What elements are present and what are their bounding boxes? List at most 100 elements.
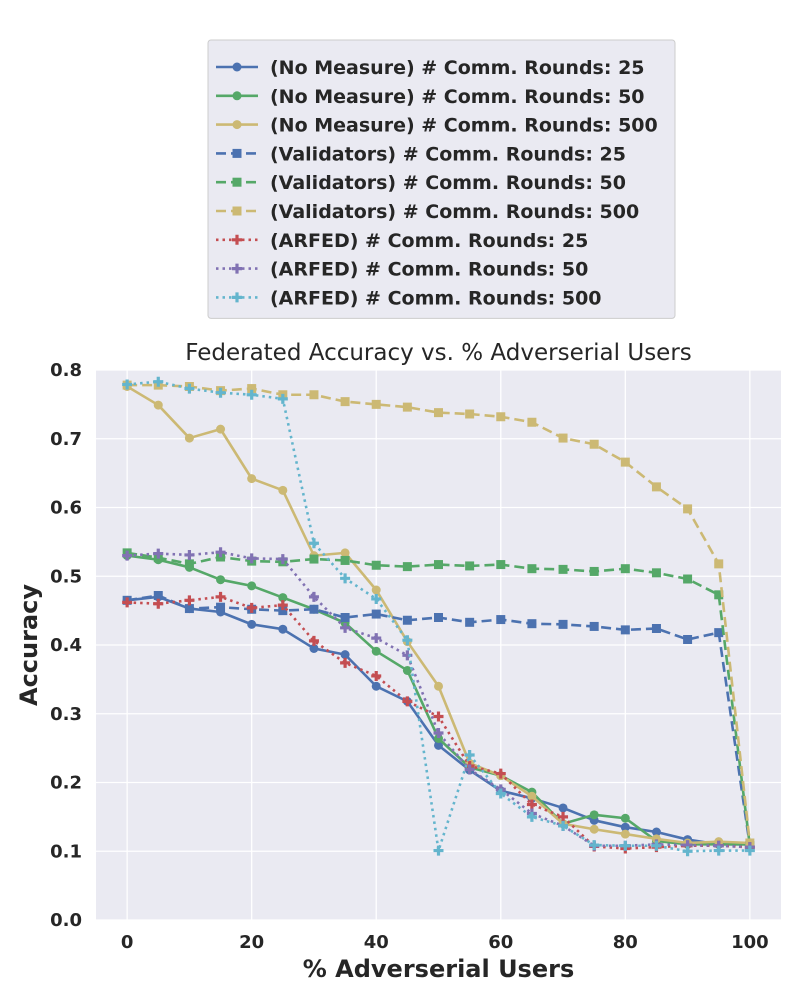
data-point [371, 560, 381, 570]
data-point [122, 379, 133, 390]
y-tick-label: 0.8 [50, 360, 82, 381]
legend-marker [232, 177, 242, 187]
data-point [496, 615, 506, 625]
legend-item: (ARFED) # Comm. Rounds: 500 [216, 287, 602, 309]
data-point [620, 564, 630, 574]
series-9 [122, 376, 755, 857]
data-point [465, 561, 475, 571]
data-point [340, 397, 350, 407]
data-point [713, 845, 724, 856]
data-point [620, 840, 631, 851]
legend-label: (Validators) # Comm. Rounds: 25 [270, 143, 626, 165]
x-tick-label: 0 [121, 932, 134, 953]
data-point [216, 602, 226, 612]
data-point [620, 457, 630, 467]
legend-marker [232, 91, 242, 101]
data-point [402, 615, 412, 625]
series-line [126, 551, 752, 846]
data-point [247, 581, 257, 591]
legend-label: (No Measure) # Comm. Rounds: 25 [270, 57, 645, 79]
data-point [247, 619, 257, 629]
data-point [402, 562, 412, 572]
data-point [526, 799, 537, 810]
data-point [153, 548, 164, 559]
data-point [246, 602, 257, 613]
data-point [589, 810, 599, 820]
data-point [651, 834, 661, 844]
data-point [184, 604, 194, 614]
y-tick-label: 0.3 [50, 704, 82, 725]
data-point [651, 827, 661, 837]
data-point [527, 791, 537, 801]
legend-item: (No Measure) # Comm. Rounds: 500 [216, 115, 658, 137]
data-point [496, 560, 506, 570]
data-point [247, 474, 257, 484]
data-point [122, 550, 133, 561]
legend-marker [232, 263, 242, 274]
data-point [277, 600, 288, 611]
data-point [620, 829, 630, 839]
data-point [371, 646, 381, 656]
legend-label: (No Measure) # Comm. Rounds: 50 [270, 86, 645, 108]
data-point [278, 606, 288, 616]
series-line [127, 380, 750, 853]
data-point [651, 482, 661, 492]
x-tick-label: 60 [488, 932, 513, 953]
legend-label: (ARFED) # Comm. Rounds: 500 [270, 287, 602, 309]
x-tick-label: 80 [613, 932, 638, 953]
data-point [496, 412, 506, 422]
x-axis-ticks: 0 20 40 60 80 100 [121, 932, 769, 953]
data-point [465, 409, 475, 419]
data-point [153, 400, 163, 410]
data-point [340, 555, 350, 565]
data-point [247, 384, 257, 394]
data-point [371, 593, 382, 604]
y-tick-label: 0.2 [50, 773, 82, 794]
legend-item: (Validators) # Comm. Rounds: 50 [216, 172, 626, 194]
data-point [184, 433, 194, 443]
data-point [433, 845, 444, 856]
y-tick-label: 0.7 [50, 429, 82, 450]
legend-label: (Validators) # Comm. Rounds: 500 [270, 201, 639, 223]
data-point [371, 670, 382, 681]
data-point [371, 609, 381, 619]
data-point [402, 635, 413, 646]
legend-marker [232, 120, 242, 130]
data-point [558, 811, 569, 822]
chart-title: Federated Accuracy vs. % Adverserial Use… [185, 340, 692, 366]
legend-label: (Validators) # Comm. Rounds: 50 [270, 172, 626, 194]
y-tick-label: 0.0 [50, 910, 82, 931]
legend-label: (ARFED) # Comm. Rounds: 50 [270, 259, 588, 281]
data-point [527, 564, 537, 574]
data-point [153, 591, 163, 600]
data-point [651, 840, 662, 851]
data-point [433, 711, 444, 722]
legend-marker [232, 148, 242, 158]
data-point [714, 559, 724, 569]
data-point [340, 657, 351, 668]
data-point [402, 402, 412, 412]
data-point [153, 376, 164, 387]
y-tick-label: 0.6 [50, 498, 82, 519]
data-point [495, 788, 506, 799]
data-point [277, 393, 288, 404]
legend-item: (Validators) # Comm. Rounds: 25 [216, 143, 626, 165]
legend-label: (No Measure) # Comm. Rounds: 500 [270, 115, 658, 137]
data-point [651, 624, 661, 633]
data-point [215, 547, 226, 558]
legend-item: (No Measure) # Comm. Rounds: 25 [216, 57, 645, 79]
data-point [620, 822, 630, 832]
data-point [308, 635, 319, 646]
data-point [434, 408, 443, 418]
data-point [371, 633, 382, 644]
data-point [184, 383, 195, 394]
data-point [371, 585, 381, 595]
data-point [620, 625, 630, 635]
data-point [434, 740, 443, 750]
legend-item: (ARFED) # Comm. Rounds: 25 [216, 230, 588, 252]
data-point [714, 590, 724, 600]
data-point [371, 681, 381, 691]
data-point [714, 628, 724, 638]
data-point [527, 417, 537, 427]
